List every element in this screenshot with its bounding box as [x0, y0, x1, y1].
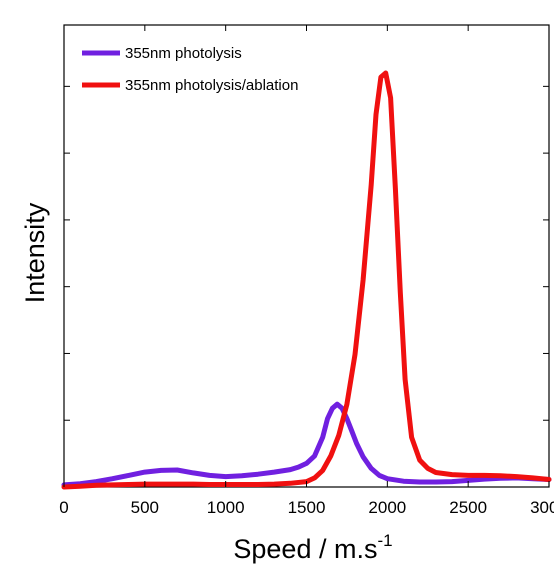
- legend-label-2: 355nm photolysis/ablation: [125, 77, 298, 94]
- x-tick-group: 0 500 1000 1500 2000 2500 3000: [59, 25, 554, 517]
- series-line-1: [61, 401, 552, 488]
- x-tick-label: 1500: [288, 498, 326, 517]
- series-line-2: [61, 70, 552, 490]
- y-axis-title: Intensity: [20, 202, 50, 303]
- legend: 355nm photolysis 355nm photolysis/ablatio…: [82, 45, 298, 94]
- x-axis-title-superscript: -1: [377, 531, 392, 550]
- x-tick-label: 1000: [207, 498, 245, 517]
- x-axis-title: Speed / m.s-1: [233, 531, 392, 564]
- plot-frame: [63, 24, 550, 488]
- series-group: [61, 70, 552, 490]
- y-tick-group: [64, 85, 549, 421]
- plot-frame-group: [63, 24, 550, 488]
- x-tick-label: 0: [59, 498, 68, 517]
- x-tick-label: 3000: [530, 498, 554, 517]
- x-axis-title-text: Speed / m.s: [233, 534, 377, 564]
- legend-label-1: 355nm photolysis: [125, 45, 242, 62]
- x-tick-label: 2000: [368, 498, 406, 517]
- x-tick-label: 500: [131, 498, 159, 517]
- x-tick-label: 2500: [449, 498, 487, 517]
